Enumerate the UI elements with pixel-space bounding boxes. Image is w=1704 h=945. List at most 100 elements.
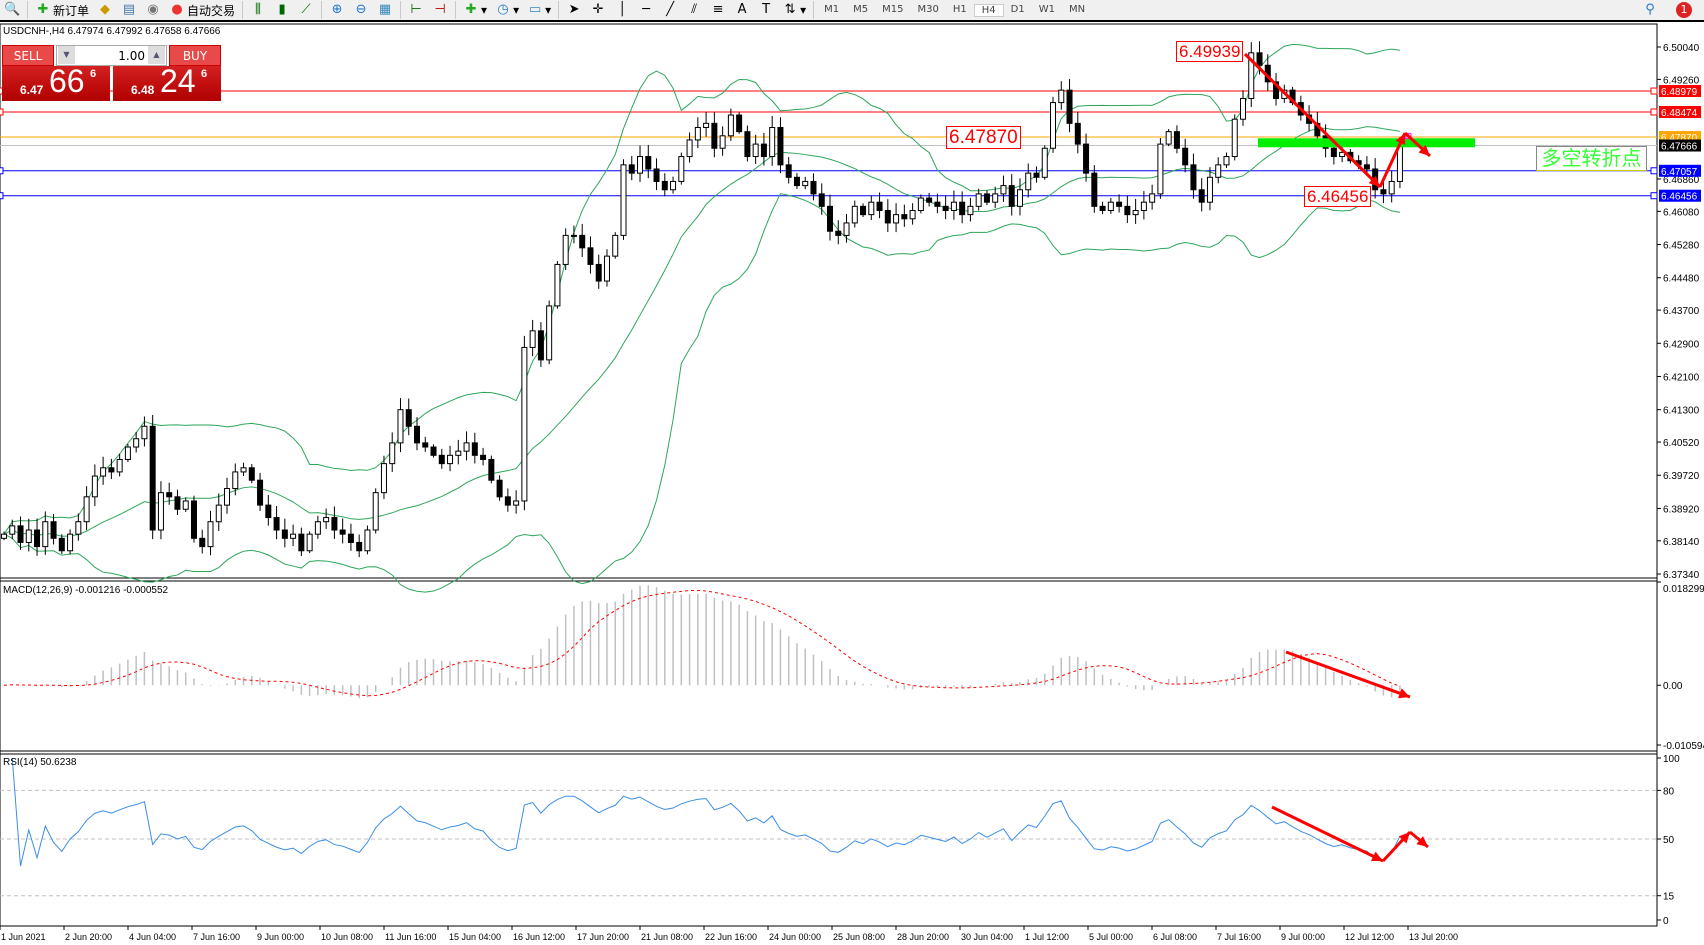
candle [959, 191, 966, 224]
text-tool[interactable]: A [730, 0, 754, 20]
search-tool[interactable]: 🔍 [0, 0, 24, 20]
candle [1050, 96, 1057, 153]
fibonacci-tool[interactable]: ≡ [706, 0, 730, 20]
notification-badge[interactable]: 1 [1676, 2, 1692, 18]
sell-button[interactable]: SELL [2, 45, 54, 66]
candle [50, 514, 57, 545]
zone-anchor [1405, 133, 1412, 140]
candle [703, 111, 710, 137]
candle [347, 523, 354, 551]
channel-tool[interactable]: ⫽ [682, 0, 706, 20]
candle-body [273, 517, 280, 531]
market-watch-button[interactable]: ◆ [93, 0, 117, 20]
low-annotation[interactable]: 6.46456 [1304, 186, 1372, 207]
new-order-button[interactable]: ✚ 新订单 [31, 0, 93, 20]
signal-button[interactable]: ◉ [141, 0, 165, 20]
x-tick-label: 15 Jun 04:00 [449, 932, 501, 942]
x-tick-label: 24 Jun 00:00 [769, 932, 821, 942]
bar-chart-button[interactable]: ⫼ [246, 0, 270, 20]
candle-body [736, 114, 743, 133]
new-order-label: 新订单 [53, 3, 90, 18]
candle-body [661, 180, 668, 191]
forecast-arrow [1403, 131, 1432, 158]
periods-button[interactable]: ◷ ▾ [491, 0, 523, 20]
text-label-tool[interactable]: T [754, 0, 778, 20]
level-price-tag [1659, 105, 1701, 118]
level-price-tag [1659, 189, 1701, 202]
auto-trading-button[interactable]: ● 自动交易 [165, 0, 239, 20]
buy-price-big: 24 [160, 63, 196, 99]
candle-body [190, 500, 197, 539]
vertical-line-tool[interactable]: │ [610, 0, 634, 20]
candle [983, 190, 990, 206]
candle [620, 159, 627, 240]
candle [554, 261, 561, 309]
candle [628, 156, 635, 181]
candle-body [339, 529, 346, 535]
x-tick-label: 1 Jul 12:00 [1025, 932, 1069, 942]
zoom-out-button[interactable]: ⊖ [349, 0, 373, 20]
candle-chart-button[interactable]: ▮ [270, 0, 294, 20]
search-icon[interactable]: ⚲ [1645, 2, 1655, 17]
candle-body [232, 471, 239, 490]
sell-price-button[interactable]: 6.47 66 6 [2, 63, 110, 101]
timeframe-m5[interactable]: M5 [853, 3, 869, 15]
arrows-tool[interactable]: ⇅ ▾ [778, 0, 810, 20]
candle-body [331, 517, 338, 531]
pivot-annotation[interactable]: 6.47870 [946, 126, 1021, 149]
candle-body [100, 467, 107, 477]
history-button[interactable]: ▤ [117, 0, 141, 20]
chart-shift-button[interactable]: ⊣ [428, 0, 452, 20]
candle-body [909, 209, 916, 220]
candle-body [1066, 89, 1073, 124]
timeframe-m1[interactable]: M1 [824, 3, 840, 15]
candle-body [670, 180, 677, 191]
candle [760, 132, 767, 166]
timeframe-h1[interactable]: H1 [952, 3, 967, 15]
trendline-tool[interactable]: ╱ [658, 0, 682, 20]
candle-body [653, 168, 660, 182]
candle-body [281, 529, 288, 539]
crosshair-tool[interactable]: ✛ [586, 0, 610, 20]
turning-point-textbox[interactable]: 多空转折点 [1536, 146, 1647, 171]
timeframe-w1[interactable]: W1 [1038, 3, 1055, 15]
candle [25, 518, 32, 552]
buy-button[interactable]: BUY [169, 45, 221, 66]
candle [166, 482, 173, 505]
forecast-arrow-head [1418, 144, 1430, 156]
buy-price-button[interactable]: 6.48 24 6 [113, 63, 221, 101]
auto-scroll-button[interactable]: ⊢ [404, 0, 428, 20]
x-tick-label: 5 Jul 00:00 [1089, 932, 1133, 942]
lot-decrease-button[interactable]: ▼ [58, 46, 75, 64]
line-chart-button[interactable]: ⟋ [294, 0, 318, 20]
candle [1091, 165, 1098, 213]
y-tick-label: 6.40520 [1663, 438, 1700, 449]
lot-input[interactable]: 1.00 [56, 45, 167, 66]
timeframe-m30[interactable]: M30 [917, 3, 939, 15]
lot-increase-button[interactable]: ▲ [148, 46, 165, 64]
timeframe-h4[interactable]: H4 [973, 3, 1004, 17]
cursor-tool[interactable]: ➤ [562, 0, 586, 20]
candle-body [537, 330, 544, 361]
candle-body [133, 438, 140, 448]
timeframe-d1[interactable]: D1 [1010, 3, 1025, 15]
high-annotation[interactable]: 6.49939 [1176, 41, 1244, 62]
candle-body [1289, 89, 1296, 104]
zoom-in-button[interactable]: ⊕ [325, 0, 349, 20]
candle [1190, 153, 1197, 199]
indicators-button[interactable]: ✚ ▾ [459, 0, 491, 20]
candle-body [950, 201, 957, 211]
candle-body [827, 205, 833, 232]
candle-body [1264, 64, 1271, 83]
timeframe-mn[interactable]: MN [1068, 3, 1086, 15]
candle [1116, 194, 1123, 213]
candle [1099, 201, 1106, 215]
candle-body [793, 176, 800, 187]
timeframe-m15[interactable]: M15 [882, 3, 904, 15]
x-tick-label: 6 Jul 08:00 [1153, 932, 1197, 942]
templates-button[interactable]: ▭ ▾ [528, 2, 552, 17]
tile-windows-button[interactable]: ▦ [373, 0, 397, 20]
candle-body [372, 492, 379, 531]
horizontal-line-tool[interactable]: ─ [634, 0, 658, 20]
